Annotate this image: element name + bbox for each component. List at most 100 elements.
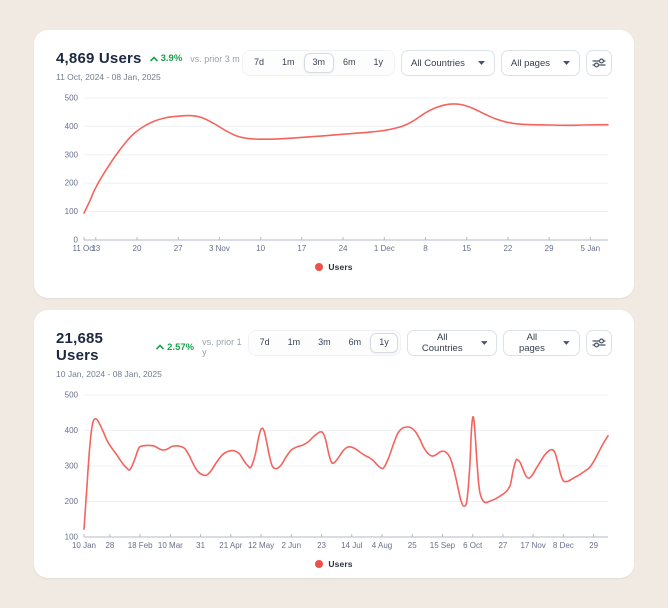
trend-up-icon	[149, 56, 158, 61]
legend-dot	[315, 560, 324, 568]
chart-legend: Users	[56, 262, 612, 272]
range-button-1y[interactable]: 1y	[365, 53, 393, 73]
y-tick-label: 100	[65, 207, 79, 216]
x-tick-label: 10 Jan	[72, 541, 96, 550]
chart-svg: 100 200 300 400 500 10 Jan 28 18 Feb 10 Mar 31 21 …	[65, 391, 609, 550]
page-filter-value: All pages	[518, 332, 545, 354]
x-tick-label: 20	[133, 244, 142, 253]
sliders-icon	[592, 338, 606, 348]
y-tick-label: 400	[65, 426, 79, 435]
range-button-6m[interactable]: 6m	[334, 53, 365, 73]
chart-legend: Users	[56, 559, 612, 569]
legend-dot	[315, 263, 324, 271]
sliders-icon	[592, 58, 606, 68]
country-filter-value: All Countries	[411, 57, 465, 69]
y-tick-label: 0	[74, 236, 79, 245]
filter-settings-button[interactable]	[586, 50, 612, 76]
header-left: 21,685 Users 2.57% vs. prior 1 y 10 Jan,…	[56, 330, 248, 379]
x-tick-label: 29	[545, 244, 554, 253]
x-tick-label: 6 Oct	[463, 541, 483, 550]
country-filter-dropdown[interactable]: All Countries	[406, 330, 498, 356]
y-tick-label: 500	[65, 391, 79, 400]
change-percent: 3.9%	[160, 53, 183, 64]
x-tick-label: 8 Dec	[553, 541, 574, 550]
y-tick-label: 200	[65, 179, 79, 188]
chevron-down-icon	[480, 341, 488, 345]
x-tick-label: 4 Aug	[372, 541, 392, 550]
users-line-chart: 100 200 300 400 500 10 Jan 28 18 Feb 10 Mar 31 21 …	[56, 387, 612, 557]
date-range: 10 Jan, 2024 - 08 Jan, 2025	[56, 369, 162, 379]
analytics-card-3m: 4,869 Users 3.9% vs. prior 3 m 11 Oct, 2…	[34, 30, 634, 298]
page-filter-value: All pages	[510, 57, 550, 69]
card-header: 4,869 Users 3.9% vs. prior 3 m 11 Oct, 2…	[56, 50, 612, 82]
y-tick-label: 500	[65, 94, 79, 103]
trend-badge: 3.9%	[149, 53, 183, 64]
range-selector: 7d 1m 3m 6m 1y	[247, 330, 401, 356]
x-tick-label: 17	[297, 244, 306, 253]
x-tick-label: 10 Mar	[158, 541, 183, 550]
x-tick-label: 13	[91, 244, 100, 253]
trend-badge: 2.57%	[156, 342, 194, 353]
x-tick-label: 10	[256, 244, 265, 253]
x-tick-label: 29	[589, 541, 598, 550]
x-tick-label: 17 Nov	[520, 541, 545, 550]
range-button-1m[interactable]: 1m	[279, 333, 310, 353]
x-tick-label: 1 Dec	[374, 244, 395, 253]
card-header: 21,685 Users 2.57% vs. prior 1 y 10 Jan,…	[56, 330, 612, 379]
x-tick-label: 21 Apr	[219, 541, 242, 550]
x-tick-label: 11 Oct	[73, 244, 97, 253]
legend-label: Users	[328, 262, 353, 272]
x-tick-label: 31	[196, 541, 205, 550]
trend-up-icon	[156, 344, 164, 350]
x-tick-label: 18 Feb	[128, 541, 153, 550]
users-line-chart: 0 100 200 300 400 500 11 Oct 13 20 27 3 Nov 10 17 24 1…	[56, 90, 612, 260]
y-tick-label: 200	[65, 497, 79, 506]
x-tick-label: 27	[498, 541, 507, 550]
range-button-7d[interactable]: 7d	[245, 53, 273, 73]
x-tick-label: 5 Jan	[581, 244, 601, 253]
x-tick-label: 23	[317, 541, 326, 550]
filter-settings-button[interactable]	[586, 330, 612, 356]
chart-controls: 7d 1m 3m 6m 1y All Countries All pages	[247, 330, 612, 356]
chart-controls: 7d 1m 3m 6m 1y All Countries All pages	[241, 50, 612, 76]
x-tick-label: 24	[339, 244, 348, 253]
x-tick-label: 14 Jul	[341, 541, 363, 550]
change-percent: 2.57%	[167, 341, 195, 353]
x-tick-label: 12 May	[248, 541, 274, 550]
x-tick-label: 22	[503, 244, 512, 253]
x-tick-label: 15	[462, 244, 471, 253]
x-tick-label: 3 Nov	[209, 244, 230, 253]
page-filter-dropdown[interactable]: All pages	[503, 330, 580, 356]
date-range: 11 Oct, 2024 - 08 Jan, 2025	[56, 72, 161, 82]
y-tick-label: 300	[65, 150, 79, 159]
users-total: 21,685 Users	[56, 330, 104, 364]
range-button-6m[interactable]: 6m	[340, 333, 371, 353]
analytics-card-1y: 21,685 Users 2.57% vs. prior 1 y 10 Jan,…	[34, 310, 634, 578]
x-tick-label: 25	[408, 541, 417, 550]
country-filter-dropdown[interactable]: All Countries	[401, 50, 495, 76]
users-series-line	[83, 103, 609, 214]
x-tick-label: 28	[105, 541, 114, 550]
y-tick-label: 400	[65, 122, 79, 131]
x-tick-label: 2 Jun	[282, 541, 302, 550]
compare-label: vs. prior 1 y	[202, 337, 242, 357]
compare-label: vs. prior 3 m	[190, 53, 240, 64]
users-total: 4,869 Users	[56, 50, 142, 67]
range-button-1y[interactable]: 1y	[370, 333, 398, 353]
x-tick-label: 8	[423, 244, 428, 253]
y-tick-label: 100	[65, 533, 79, 542]
x-tick-label: 15 Sep	[430, 541, 456, 550]
range-button-3m[interactable]: 3m	[303, 53, 335, 73]
range-button-1m[interactable]: 1m	[273, 53, 304, 73]
header-left: 4,869 Users 3.9% vs. prior 3 m 11 Oct, 2…	[56, 50, 240, 82]
range-button-7d[interactable]: 7d	[251, 333, 279, 353]
users-series-line	[83, 415, 609, 530]
page-filter-dropdown[interactable]: All pages	[500, 50, 580, 76]
chevron-down-icon	[563, 61, 570, 65]
chevron-down-icon	[563, 341, 570, 345]
range-selector: 7d 1m 3m 6m 1y	[241, 50, 396, 76]
x-tick-label: 27	[174, 244, 183, 253]
chevron-down-icon	[477, 61, 485, 65]
range-button-3m[interactable]: 3m	[309, 333, 340, 353]
